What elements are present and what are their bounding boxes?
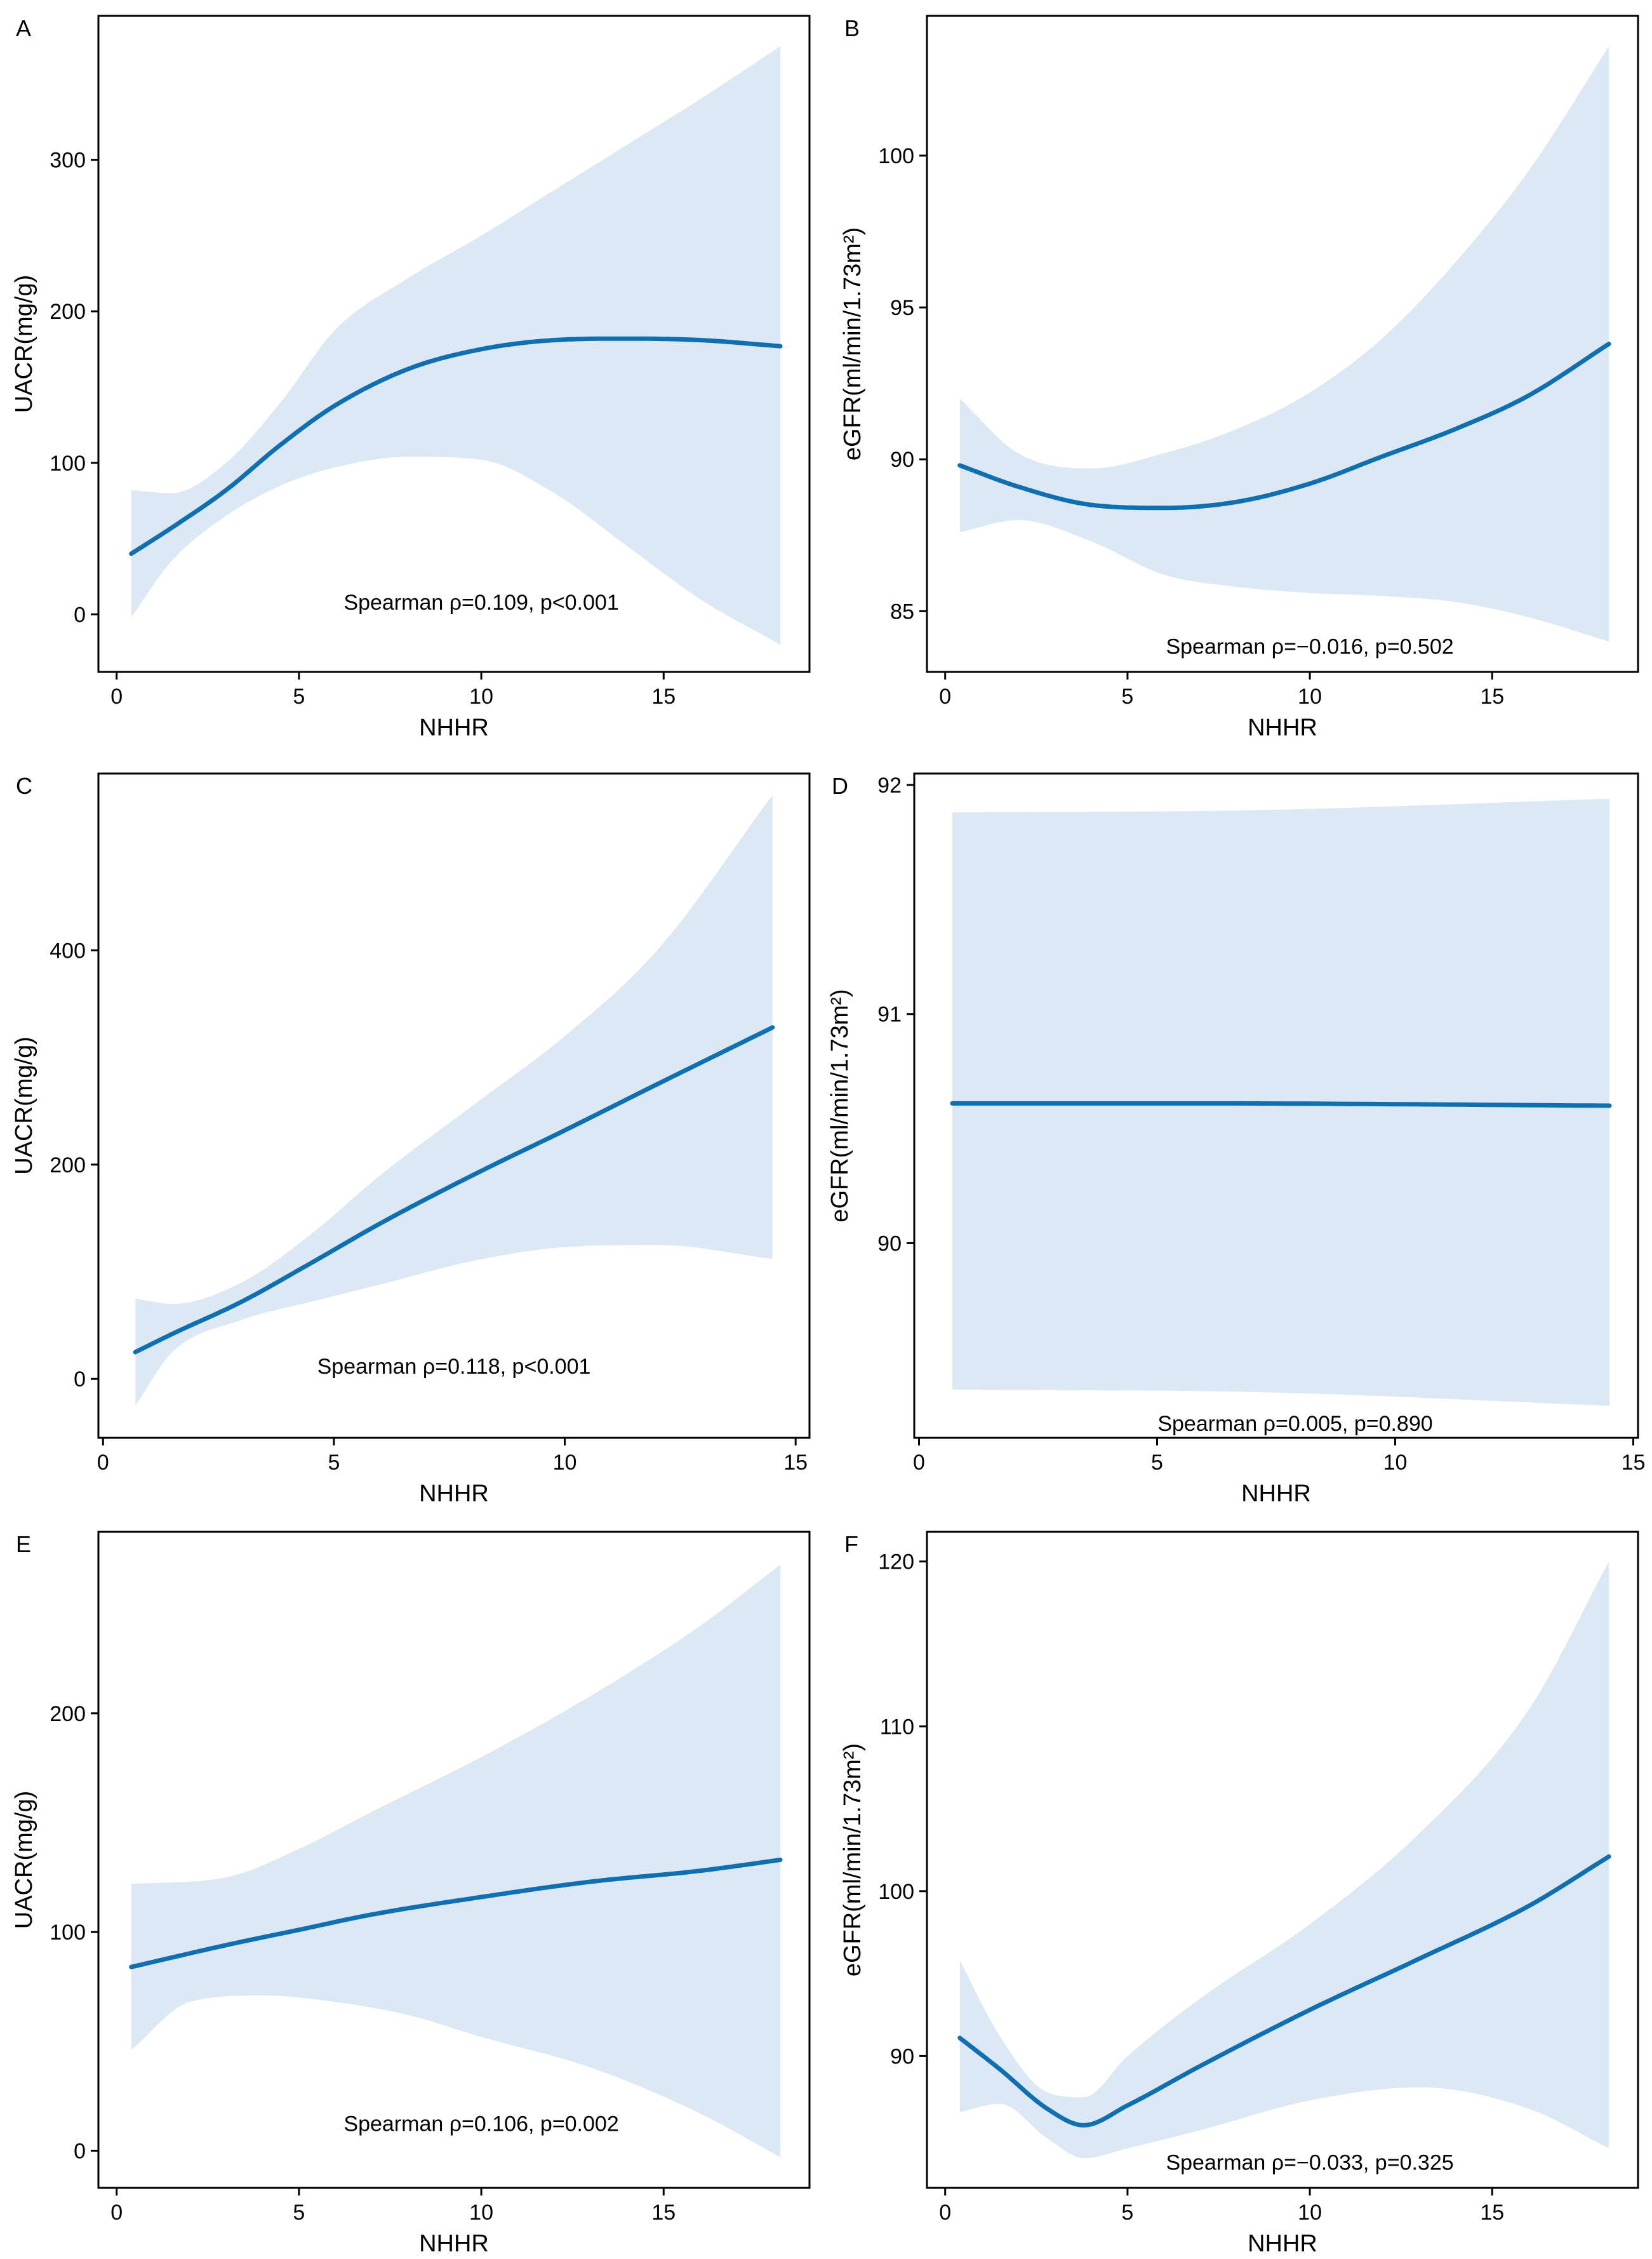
- fit-line: [133, 1025, 775, 1355]
- panel-letter: A: [16, 15, 31, 41]
- y-tick-label: 100: [50, 1920, 86, 1945]
- panel-C: 0 5 10 15 0 200 400 NHHR UACR(mg/g) C Spearman ρ=0…: [11, 772, 811, 1507]
- y-tick-label: 110: [880, 1715, 914, 1739]
- plot-frame: [97, 772, 811, 1439]
- spearman-annotation: Spearman ρ=−0.016, p=0.502: [1166, 634, 1453, 659]
- panel-letter: C: [16, 773, 32, 799]
- y-tick-label: 92: [877, 774, 902, 798]
- y-axis-title: UACR(mg/g): [11, 275, 37, 413]
- panel-B: 0 5 10 15 85 90 95 100 NHHR eGFR(ml/min/1.73m²) B S…: [839, 15, 1639, 741]
- y-axis-title: UACR(mg/g): [11, 1036, 37, 1174]
- x-tick-label: 5: [328, 1451, 340, 1475]
- y-tick-label: 200: [50, 1702, 86, 1726]
- y-tick-label: 90: [877, 1231, 902, 1256]
- y-tick-label: 200: [50, 1153, 86, 1177]
- x-axis-title: NHHR: [419, 2230, 489, 2257]
- x-tick-label: 10: [469, 685, 493, 709]
- y-axis-title: eGFR(ml/min/1.73m²): [839, 227, 866, 460]
- y-tick-label: 85: [890, 600, 914, 624]
- y-tick-label: 0: [74, 2139, 86, 2163]
- panel-E: 0 5 10 15 0 100 200 NHHR UACR(mg/g) E Spearman ρ=0…: [11, 1531, 811, 2257]
- y-tick-label: 0: [74, 1367, 86, 1391]
- spearman-annotation: Spearman ρ=0.109, p<0.001: [343, 591, 618, 615]
- y-tick-label: 100: [878, 144, 914, 168]
- fit-line: [957, 1854, 1611, 2128]
- panel-D: 0 5 10 15 90 91 92 NHHR eGFR(ml/min/1.73m²) D Spea…: [827, 772, 1646, 1507]
- x-tick-label: 0: [110, 2201, 123, 2225]
- x-tick-label: 0: [97, 1451, 109, 1475]
- confidence-band: [131, 1564, 781, 2157]
- confidence-band: [135, 794, 773, 1406]
- x-axis-title: NHHR: [1241, 1480, 1311, 1507]
- x-tick-label: 0: [913, 1451, 925, 1475]
- x-axis-title: NHHR: [419, 1480, 489, 1507]
- plot-frame: [926, 15, 1639, 673]
- spearman-annotation: Spearman ρ=0.118, p<0.001: [317, 1355, 591, 1379]
- panel-letter: F: [844, 1531, 858, 1557]
- plot-frame: [926, 1531, 1639, 2189]
- x-tick-label: 15: [651, 2201, 676, 2225]
- y-tick-label: 90: [890, 448, 914, 472]
- panel-A: 0 5 10 15 0 100 200 300 NHHR UACR(mg/g) A Spearman …: [11, 15, 811, 741]
- spearman-annotation: Spearman ρ=0.106, p=0.002: [343, 2112, 618, 2136]
- confidence-band: [959, 46, 1609, 642]
- x-tick-label: 5: [293, 2201, 305, 2225]
- y-tick-label: 91: [877, 1003, 902, 1027]
- y-axis-title: eGFR(ml/min/1.73m²): [839, 1743, 866, 1976]
- x-tick-label: 10: [1298, 685, 1322, 709]
- fit-line: [129, 336, 783, 556]
- confidence-band: [959, 1561, 1609, 2159]
- x-tick-label: 15: [783, 1451, 808, 1475]
- x-axis-title: NHHR: [1248, 2230, 1317, 2257]
- x-tick-label: 0: [939, 685, 951, 709]
- x-tick-label: 15: [1480, 2201, 1504, 2225]
- y-tick-label: 300: [50, 149, 86, 173]
- x-tick-label: 0: [110, 685, 123, 709]
- x-tick-label: 10: [553, 1451, 577, 1475]
- panel-letter: B: [844, 15, 860, 41]
- y-tick-label: 100: [878, 1880, 914, 1904]
- x-tick-label: 10: [1383, 1451, 1408, 1475]
- x-tick-label: 5: [1121, 2201, 1133, 2225]
- plot-frame: [913, 772, 1639, 1439]
- x-tick-label: 15: [651, 685, 676, 709]
- y-tick-label: 0: [74, 603, 86, 627]
- x-tick-label: 10: [1298, 2201, 1322, 2225]
- panel-letter: D: [832, 773, 848, 799]
- fit-line: [950, 1101, 1612, 1108]
- y-tick-label: 95: [890, 296, 914, 320]
- panel-F: 0 5 10 15 90 100 110 120 NHHR eGFR(ml/min/1.73m²)…: [839, 1531, 1639, 2257]
- x-tick-label: 5: [1151, 1451, 1163, 1475]
- fit-line: [129, 1858, 783, 1969]
- x-tick-label: 5: [293, 685, 305, 709]
- x-axis-title: NHHR: [1248, 714, 1317, 741]
- x-tick-label: 5: [1121, 685, 1133, 709]
- y-tick-label: 400: [50, 939, 86, 963]
- spearman-annotation: Spearman ρ=0.005, p=0.890: [1157, 1412, 1432, 1436]
- y-tick-label: 120: [878, 1550, 914, 1574]
- panel-letter: E: [16, 1531, 31, 1557]
- y-tick-label: 90: [890, 2044, 914, 2068]
- plot-frame: [97, 1531, 811, 2189]
- spearman-annotation: Spearman ρ=−0.033, p=0.325: [1166, 2150, 1453, 2175]
- y-tick-label: 200: [50, 300, 86, 324]
- y-tick-label: 100: [50, 452, 86, 476]
- plot-frame: [97, 15, 811, 673]
- x-tick-label: 15: [1480, 685, 1504, 709]
- x-tick-label: 15: [1622, 1451, 1646, 1475]
- x-tick-label: 0: [939, 2201, 951, 2225]
- confidence-band: [131, 46, 781, 645]
- x-axis-title: NHHR: [419, 714, 489, 741]
- x-tick-label: 10: [469, 2201, 493, 2225]
- y-axis-title: UACR(mg/g): [11, 1791, 37, 1929]
- fit-line: [957, 342, 1611, 511]
- y-axis-title: eGFR(ml/min/1.73m²): [827, 989, 853, 1222]
